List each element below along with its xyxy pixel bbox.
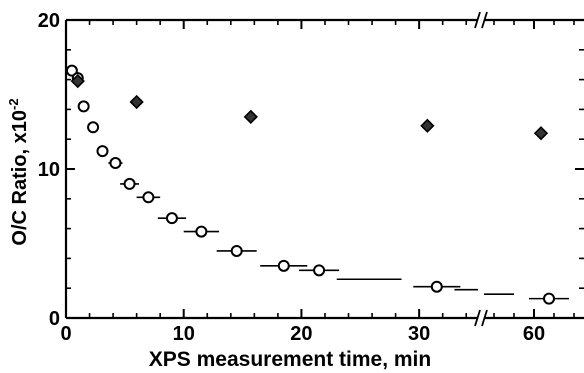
y-tick-label: 10 bbox=[38, 159, 60, 181]
y-axis-label-main: O/C Ratio, x10 bbox=[9, 110, 31, 246]
circle-point bbox=[543, 292, 555, 305]
circle-point bbox=[87, 121, 100, 134]
x-tick-label: 60 bbox=[523, 323, 545, 345]
circle-point bbox=[165, 212, 178, 225]
y-axis-label-exponent: -2 bbox=[6, 98, 21, 110]
x-tick-label: 10 bbox=[173, 323, 195, 345]
diamond-point bbox=[243, 109, 258, 124]
labels: 0 10 20 30 60 0 10 20 XPS measurement time, min O… bbox=[6, 10, 545, 371]
circle-point bbox=[195, 225, 208, 238]
circle-point bbox=[142, 191, 155, 204]
circle-point bbox=[230, 244, 243, 257]
axis-break-mark bbox=[474, 309, 481, 327]
diamond-point bbox=[129, 94, 144, 110]
x-tick-label: 20 bbox=[290, 323, 312, 345]
axis-break-mark bbox=[481, 309, 488, 327]
axis-break-mark bbox=[474, 11, 481, 29]
x-tick-label: 30 bbox=[408, 323, 430, 345]
y-axis-label: O/C Ratio, x10-2 bbox=[6, 98, 31, 245]
circle-point bbox=[109, 157, 122, 170]
x-axis-label: XPS measurement time, min bbox=[149, 348, 431, 371]
markers bbox=[65, 64, 555, 305]
y-tick-label: 0 bbox=[49, 308, 60, 330]
circle-point bbox=[77, 100, 90, 113]
diamond-point bbox=[533, 126, 549, 141]
diamond-point bbox=[70, 73, 85, 89]
ticks bbox=[65, 19, 584, 319]
axis-break-mark bbox=[481, 11, 488, 29]
y-tick-label: 20 bbox=[38, 10, 60, 32]
circle-point bbox=[123, 177, 136, 190]
circle-point bbox=[96, 145, 109, 158]
circle-point bbox=[277, 259, 290, 272]
diamond-point bbox=[420, 118, 435, 133]
circle-point bbox=[430, 280, 443, 293]
axes bbox=[64, 11, 584, 327]
x-tick-label: 0 bbox=[60, 323, 71, 345]
circle-point bbox=[313, 264, 326, 277]
